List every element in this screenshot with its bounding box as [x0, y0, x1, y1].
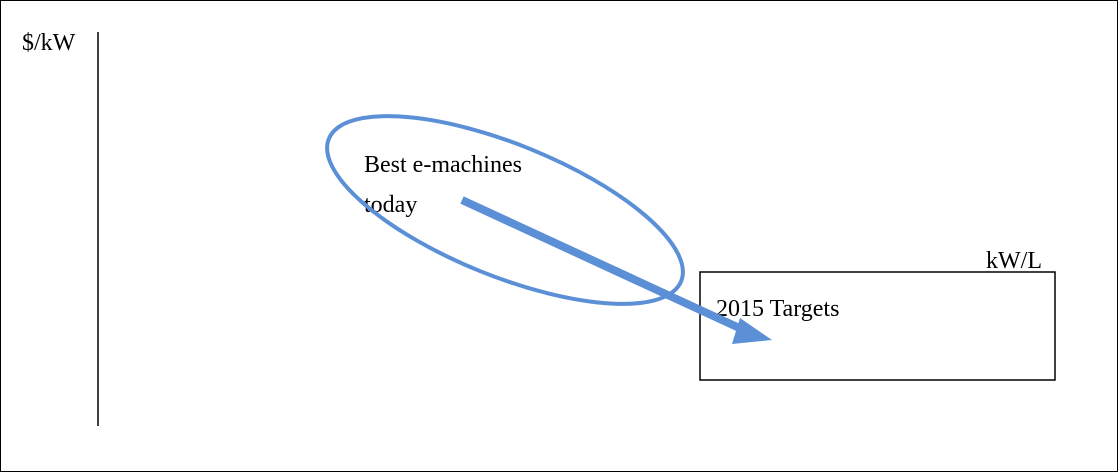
target-label: 2015 Targets — [716, 296, 839, 322]
y-axis-label: $/kW — [22, 30, 76, 56]
current-label-line: today — [364, 192, 417, 218]
arrow-head — [732, 318, 772, 344]
arrow-shaft — [460, 196, 750, 336]
current-label-line: Best e-machines — [364, 152, 522, 178]
target-box — [699, 271, 1056, 381]
x-axis-label: kW/L — [986, 248, 1042, 274]
highlight-ellipse — [325, 114, 685, 306]
